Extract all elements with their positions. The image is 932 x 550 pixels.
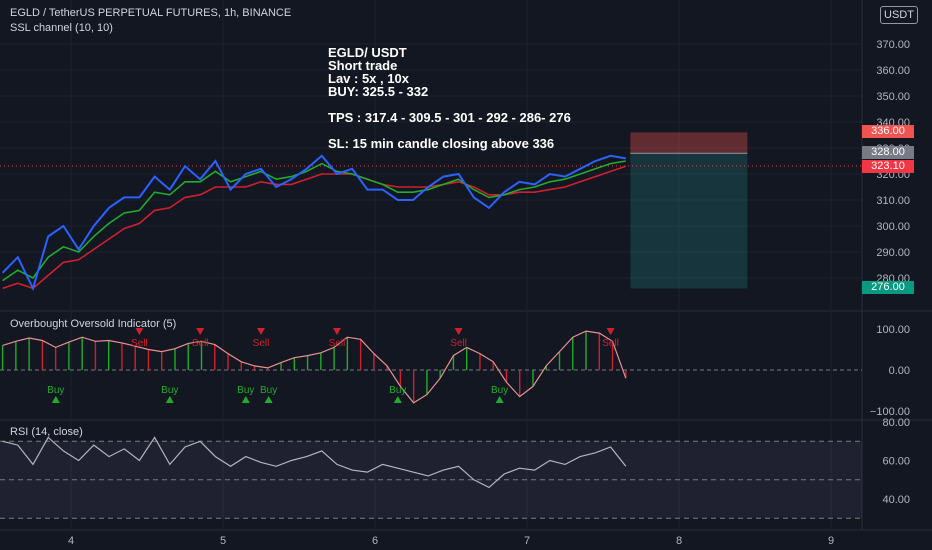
rsi-label[interactable]: RSI (14, close) — [10, 426, 83, 438]
sell-arrow-icon — [196, 328, 205, 335]
note-line: SL: 15 min candle closing above 336 — [328, 136, 555, 151]
stop-loss-zone — [630, 132, 748, 154]
price-axis-tick: 290.00 — [876, 247, 910, 259]
price-tag-entry: 328.00 — [862, 146, 914, 160]
buy-signal-label: Buy — [47, 385, 64, 396]
chart-title: EGLD / TetherUS PERPETUAL FUTURES, 1h, B… — [10, 7, 292, 19]
osc-axis-tick: 100.00 — [876, 324, 910, 336]
take-profit-zone — [630, 153, 748, 289]
sell-signal-label: Sell — [329, 338, 346, 349]
buy-arrow-icon — [264, 396, 273, 403]
price-axis-tick: 370.00 — [876, 39, 910, 51]
ssl-up-line — [2, 160, 626, 282]
price-tag-current: 323.10 — [862, 160, 914, 174]
time-axis-tick: 4 — [68, 535, 74, 547]
time-axis-tick: 9 — [828, 535, 834, 547]
note-line: Short trade — [328, 58, 398, 73]
sell-arrow-icon — [333, 328, 341, 335]
note-line: EGLD/ USDT — [328, 45, 407, 60]
note-line: TPS : 317.4 - 309.5 - 301 - 292 - 286- 2… — [328, 110, 571, 125]
sell-arrow-icon — [606, 328, 615, 335]
price-axis-tick: 300.00 — [876, 221, 910, 233]
currency-button[interactable]: USDT — [880, 6, 918, 24]
sell-arrow-icon — [257, 328, 265, 335]
buy-signal-label: Buy — [491, 385, 508, 396]
osc-axis-tick: 0.00 — [889, 365, 910, 377]
buy-arrow-icon — [495, 396, 504, 403]
note-line: Lav : 5x , 10x — [328, 71, 409, 86]
sell-arrow-icon — [454, 328, 463, 335]
ssl-down-line — [2, 165, 627, 290]
sell-signal-label: Sell — [192, 338, 209, 349]
rsi-axis-tick: 80.00 — [882, 417, 910, 429]
buy-signal-label: Buy — [389, 385, 406, 396]
buy-arrow-icon — [393, 396, 402, 403]
price-tag-stop: 336.00 — [862, 125, 914, 139]
rsi-axis-tick: 60.00 — [882, 456, 910, 468]
trade-note: EGLD/ USDT Short trade Lav : 5x , 10x BU… — [328, 46, 571, 150]
rsi-line — [2, 436, 627, 489]
time-axis-tick: 6 — [372, 535, 378, 547]
price-axis-tick: 360.00 — [876, 65, 910, 77]
price-axis-tick: 310.00 — [876, 195, 910, 207]
note-line: BUY: 325.5 - 332 — [328, 84, 429, 99]
buy-signal-label: Buy — [260, 385, 277, 396]
sell-signal-label: Sell — [450, 338, 467, 349]
time-axis-tick: 8 — [676, 535, 682, 547]
sell-signal-label: Sell — [253, 338, 270, 349]
buy-signal-label: Buy — [161, 385, 178, 396]
buy-arrow-icon — [241, 396, 250, 403]
oscillator-label[interactable]: Overbought Oversold Indicator (5) — [10, 318, 177, 330]
rsi-axis-tick: 40.00 — [882, 494, 910, 506]
buy-arrow-icon — [165, 396, 174, 403]
price-axis-tick: 350.00 — [876, 91, 910, 103]
osc-axis-tick: −100.00 — [870, 406, 910, 418]
osc-line — [2, 330, 627, 404]
time-axis-tick: 7 — [524, 535, 530, 547]
sell-signal-label: Sell — [602, 338, 619, 349]
price-tag-target: 276.00 — [862, 281, 914, 295]
sell-arrow-icon — [135, 328, 144, 335]
ssl-indicator-label[interactable]: SSL channel (10, 10) — [10, 22, 113, 34]
buy-arrow-icon — [51, 396, 60, 403]
buy-signal-label: Buy — [237, 385, 254, 396]
sell-signal-label: Sell — [131, 338, 148, 349]
time-axis-tick: 5 — [220, 535, 226, 547]
price-line — [1, 154, 626, 292]
